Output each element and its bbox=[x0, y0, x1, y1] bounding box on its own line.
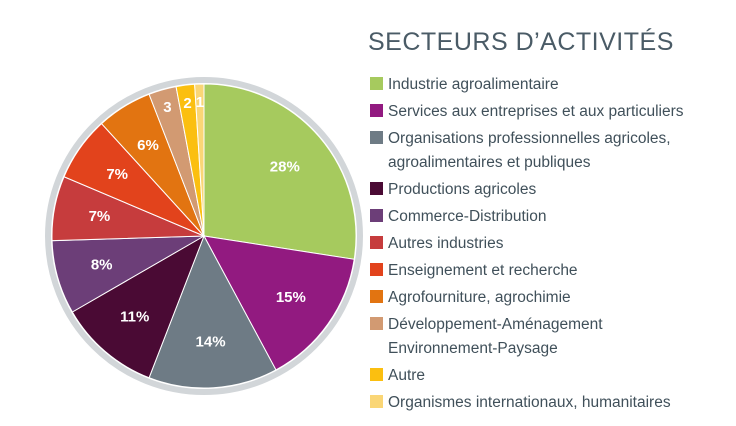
legend-label: Organisations professionnelles agricoles… bbox=[388, 130, 671, 171]
legend-label: Commerce-Distribution bbox=[388, 208, 547, 225]
slice-label-5: 7% bbox=[89, 208, 111, 225]
legend-item: Autres industries bbox=[370, 232, 730, 256]
pie-slice-0 bbox=[203, 83, 357, 260]
legend-swatch bbox=[370, 182, 383, 195]
legend-label: Services aux entreprises et aux particul… bbox=[388, 103, 684, 120]
chart-title: SECTEURS D’ACTIVITÉS bbox=[368, 28, 674, 56]
pie-slice-1 bbox=[203, 235, 355, 371]
legend-label: Industrie agroalimentaire bbox=[388, 76, 559, 93]
legend-swatch bbox=[370, 317, 383, 330]
legend-label: Organismes internationaux, humanitaires bbox=[388, 394, 671, 411]
legend-item: Commerce-Distribution bbox=[370, 205, 730, 229]
legend-item: Organismes internationaux, humanitaires bbox=[370, 391, 730, 415]
legend-label: Agrofourniture, agrochimie bbox=[388, 289, 571, 306]
legend-swatch bbox=[370, 104, 383, 117]
legend-label: Autres industries bbox=[388, 235, 504, 252]
slice-label-8: 3 bbox=[163, 99, 171, 116]
slice-label-1: 15% bbox=[276, 289, 306, 306]
legend: Industrie agroalimentaire Services aux en… bbox=[370, 73, 730, 418]
slice-label-2: 14% bbox=[196, 334, 226, 351]
pie-slice-10 bbox=[194, 83, 205, 237]
legend-swatch bbox=[370, 236, 383, 249]
legend-label: Enseignement et recherche bbox=[388, 262, 578, 279]
slice-label-6: 7% bbox=[106, 166, 128, 183]
legend-swatch bbox=[370, 368, 383, 381]
legend-swatch bbox=[370, 290, 383, 303]
pie-slice-3 bbox=[71, 234, 205, 379]
legend-item: Industrie agroalimentaire bbox=[370, 73, 730, 97]
pie-slice-2 bbox=[148, 234, 277, 389]
legend-item: Autre bbox=[370, 364, 730, 388]
pie-chart: 28% 15% 14% 11% 8% 7% 7% 6% 3 2 1 bbox=[45, 77, 363, 395]
legend-item: Développement-Aménagement Environnement-P… bbox=[370, 313, 730, 361]
legend-label: Autre bbox=[388, 367, 426, 384]
slice-label-4: 8% bbox=[91, 257, 113, 274]
legend-item: Productions agricoles bbox=[370, 178, 730, 202]
legend-label: Productions agricoles bbox=[388, 181, 537, 198]
legend-item: Organisations professionnelles agricoles… bbox=[370, 127, 730, 175]
legend-label: Développement-Aménagement Environnement-P… bbox=[388, 316, 603, 357]
legend-item: Enseignement et recherche bbox=[370, 259, 730, 283]
legend-swatch bbox=[370, 395, 383, 408]
legend-item: Agrofourniture, agrochimie bbox=[370, 286, 730, 310]
slice-label-0: 28% bbox=[270, 158, 300, 175]
slice-label-10: 1 bbox=[196, 94, 204, 111]
slice-label-7: 6% bbox=[137, 137, 159, 154]
slice-label-9: 2 bbox=[183, 95, 191, 112]
legend-item: Services aux entreprises et aux particul… bbox=[370, 100, 730, 124]
legend-swatch bbox=[370, 209, 383, 222]
legend-swatch bbox=[370, 263, 383, 276]
slice-label-3: 11% bbox=[120, 308, 149, 325]
legend-swatch bbox=[370, 77, 383, 90]
legend-swatch bbox=[370, 131, 383, 144]
